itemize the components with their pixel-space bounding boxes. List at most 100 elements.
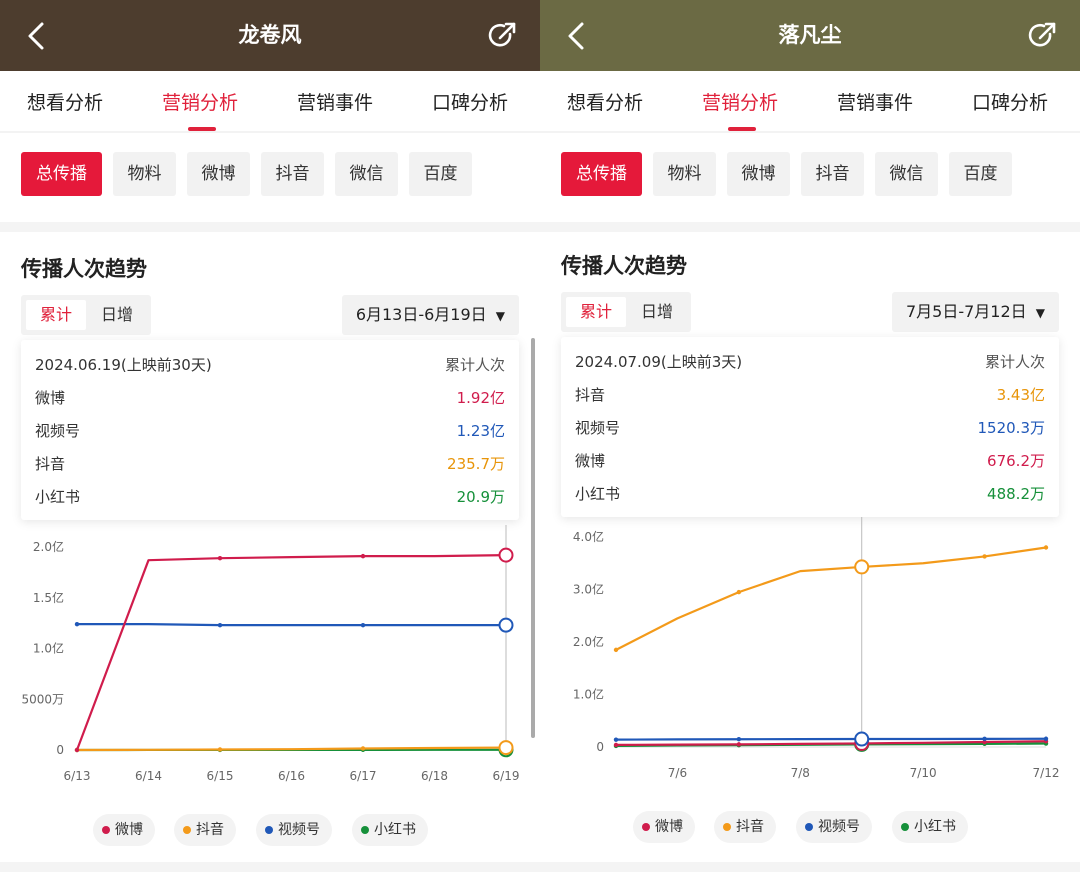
tooltip-row-value: 3.43亿: [996, 386, 1045, 404]
tooltip-date: 2024.07.09(上映前3天): [575, 353, 743, 371]
x-tick-label: 6/19: [493, 769, 520, 783]
data-point: [217, 747, 223, 752]
tooltip-row-name: 抖音: [575, 386, 606, 404]
tab-marketing-analysis[interactable]: 营销分析: [702, 92, 779, 114]
left-panel: 龙卷风 想看分析 营销分析 营销事件 口碑分析 总传播 物料 微博 抖音 微信 …: [0, 0, 540, 872]
tooltip-row-value: 20.9万: [456, 488, 505, 506]
trend-line-chart[interactable]: 0 1.0亿 2.0亿 3.0亿 4.0亿 7/6 7/8 7/10 7/12: [540, 517, 1080, 792]
data-point: [1043, 736, 1049, 741]
chip-wechat[interactable]: 微信: [335, 152, 398, 196]
tab-reputation-analysis[interactable]: 口碑分析: [972, 92, 1049, 114]
toggle-daily[interactable]: 日增: [640, 302, 673, 321]
toggle-cumulative[interactable]: 累计: [566, 297, 626, 327]
tooltip-row-value: 488.2万: [987, 485, 1045, 503]
share-icon[interactable]: [486, 20, 518, 52]
data-point: [360, 622, 366, 628]
y-tick-label: 2.0亿: [573, 634, 604, 649]
series-line: [615, 737, 1047, 741]
data-point: [1043, 545, 1049, 550]
x-tick-label: 6/17: [350, 769, 377, 783]
legend-item-shipinhao[interactable]: 视频号: [796, 811, 872, 843]
date-range-selector[interactable]: 7月5日-7月12日 ▼: [891, 292, 1059, 332]
x-tick-label: 6/13: [64, 769, 91, 783]
chip-weibo[interactable]: 微博: [727, 152, 790, 196]
legend-item-douyin[interactable]: 抖音: [714, 811, 776, 843]
tab-marketing-events[interactable]: 营销事件: [837, 92, 914, 114]
highlight-point: [498, 617, 514, 633]
data-point: [613, 737, 619, 742]
chip-douyin[interactable]: 抖音: [801, 152, 864, 196]
legend-item-douyin[interactable]: 抖音: [174, 814, 236, 846]
legend-dot: [361, 826, 369, 834]
tab-want-analysis[interactable]: 想看分析: [567, 92, 644, 114]
tooltip-header: 累计人次: [984, 353, 1045, 371]
active-tab-indicator: [188, 127, 216, 131]
chip-total-spread[interactable]: 总传播: [561, 152, 642, 196]
share-icon[interactable]: [1026, 20, 1058, 52]
toggle-cumulative[interactable]: 累计: [26, 300, 86, 330]
x-tick-label: 7/6: [668, 766, 687, 780]
right-panel: 落凡尘 想看分析 营销分析 营销事件 口碑分析 总传播 物料 微博 抖音 微信 …: [540, 0, 1080, 872]
legend-dot: [183, 826, 191, 834]
chip-douyin[interactable]: 抖音: [261, 152, 324, 196]
legend-label: 小红书: [914, 819, 956, 835]
trend-line-chart[interactable]: 0 5000万 1.0亿 1.5亿 2.0亿 6/13 6/14 6/15 6/16 6/17 6/…: [0, 525, 540, 795]
x-tick-label: 7/8: [791, 766, 810, 780]
legend-item-weibo[interactable]: 微博: [93, 814, 155, 846]
chip-weibo[interactable]: 微博: [187, 152, 250, 196]
tooltip-row-name: 视频号: [35, 422, 81, 440]
section-gap: [540, 222, 1080, 232]
x-tick-label: 7/10: [910, 766, 937, 780]
chip-baidu[interactable]: 百度: [409, 152, 472, 196]
y-tick-label: 0: [56, 743, 64, 757]
chip-total-spread[interactable]: 总传播: [21, 152, 102, 196]
legend-item-xiaohongshu[interactable]: 小红书: [892, 811, 968, 843]
cumulative-daily-toggle: 累计 日增: [21, 295, 151, 335]
data-point: [736, 742, 742, 747]
chip-wechat[interactable]: 微信: [875, 152, 938, 196]
data-point: [74, 747, 80, 753]
tab-marketing-events[interactable]: 营销事件: [297, 92, 374, 114]
tab-want-analysis[interactable]: 想看分析: [27, 92, 104, 114]
legend-label: 微博: [115, 822, 143, 838]
tab-bar: 想看分析 营销分析 营销事件 口碑分析: [0, 71, 540, 131]
tooltip-row: 小红书 20.9万: [35, 486, 505, 508]
legend-dot: [265, 826, 273, 834]
page-title: 龙卷风: [238, 23, 302, 47]
data-point: [982, 739, 987, 745]
chip-material[interactable]: 物料: [113, 152, 176, 196]
data-point: [217, 555, 223, 561]
tab-reputation-analysis[interactable]: 口碑分析: [432, 92, 509, 114]
scrollbar[interactable]: [531, 338, 535, 738]
tooltip-row-name: 小红书: [575, 485, 621, 503]
tooltip-row-value: 676.2万: [987, 452, 1045, 470]
section-title: 传播人次趋势: [21, 257, 147, 281]
y-tick-label: 4.0亿: [573, 529, 604, 544]
date-range-selector[interactable]: 6月13日-6月19日 ▼: [341, 295, 519, 335]
tooltip-row-value: 235.7万: [447, 455, 505, 473]
tab-marketing-analysis[interactable]: 营销分析: [162, 92, 239, 114]
legend-dot: [805, 823, 813, 831]
chart-legend: 微博 抖音 视频号 小红书: [0, 814, 540, 846]
back-arrow-icon[interactable]: [22, 20, 54, 52]
tooltip-row: 微博 1.92亿: [35, 387, 505, 409]
app-header: 落凡尘: [540, 0, 1080, 71]
back-arrow-icon[interactable]: [562, 20, 594, 52]
legend-item-xiaohongshu[interactable]: 小红书: [352, 814, 428, 846]
data-point: [736, 737, 742, 742]
chip-material[interactable]: 物料: [653, 152, 716, 196]
y-tick-label: 3.0亿: [573, 582, 604, 597]
legend-item-weibo[interactable]: 微博: [633, 811, 695, 843]
chip-baidu[interactable]: 百度: [949, 152, 1012, 196]
dropdown-caret-icon: ▼: [495, 309, 505, 323]
legend-dot: [723, 823, 731, 831]
legend-item-shipinhao[interactable]: 视频号: [256, 814, 332, 846]
legend-label: 抖音: [736, 819, 764, 835]
series-line: [75, 554, 507, 751]
toggle-daily[interactable]: 日增: [100, 305, 133, 324]
tooltip-row-name: 视频号: [575, 419, 621, 437]
y-tick-label: 0: [596, 740, 604, 754]
y-tick-label: 1.0亿: [33, 641, 64, 656]
series-line: [76, 746, 507, 752]
data-point: [217, 622, 223, 628]
